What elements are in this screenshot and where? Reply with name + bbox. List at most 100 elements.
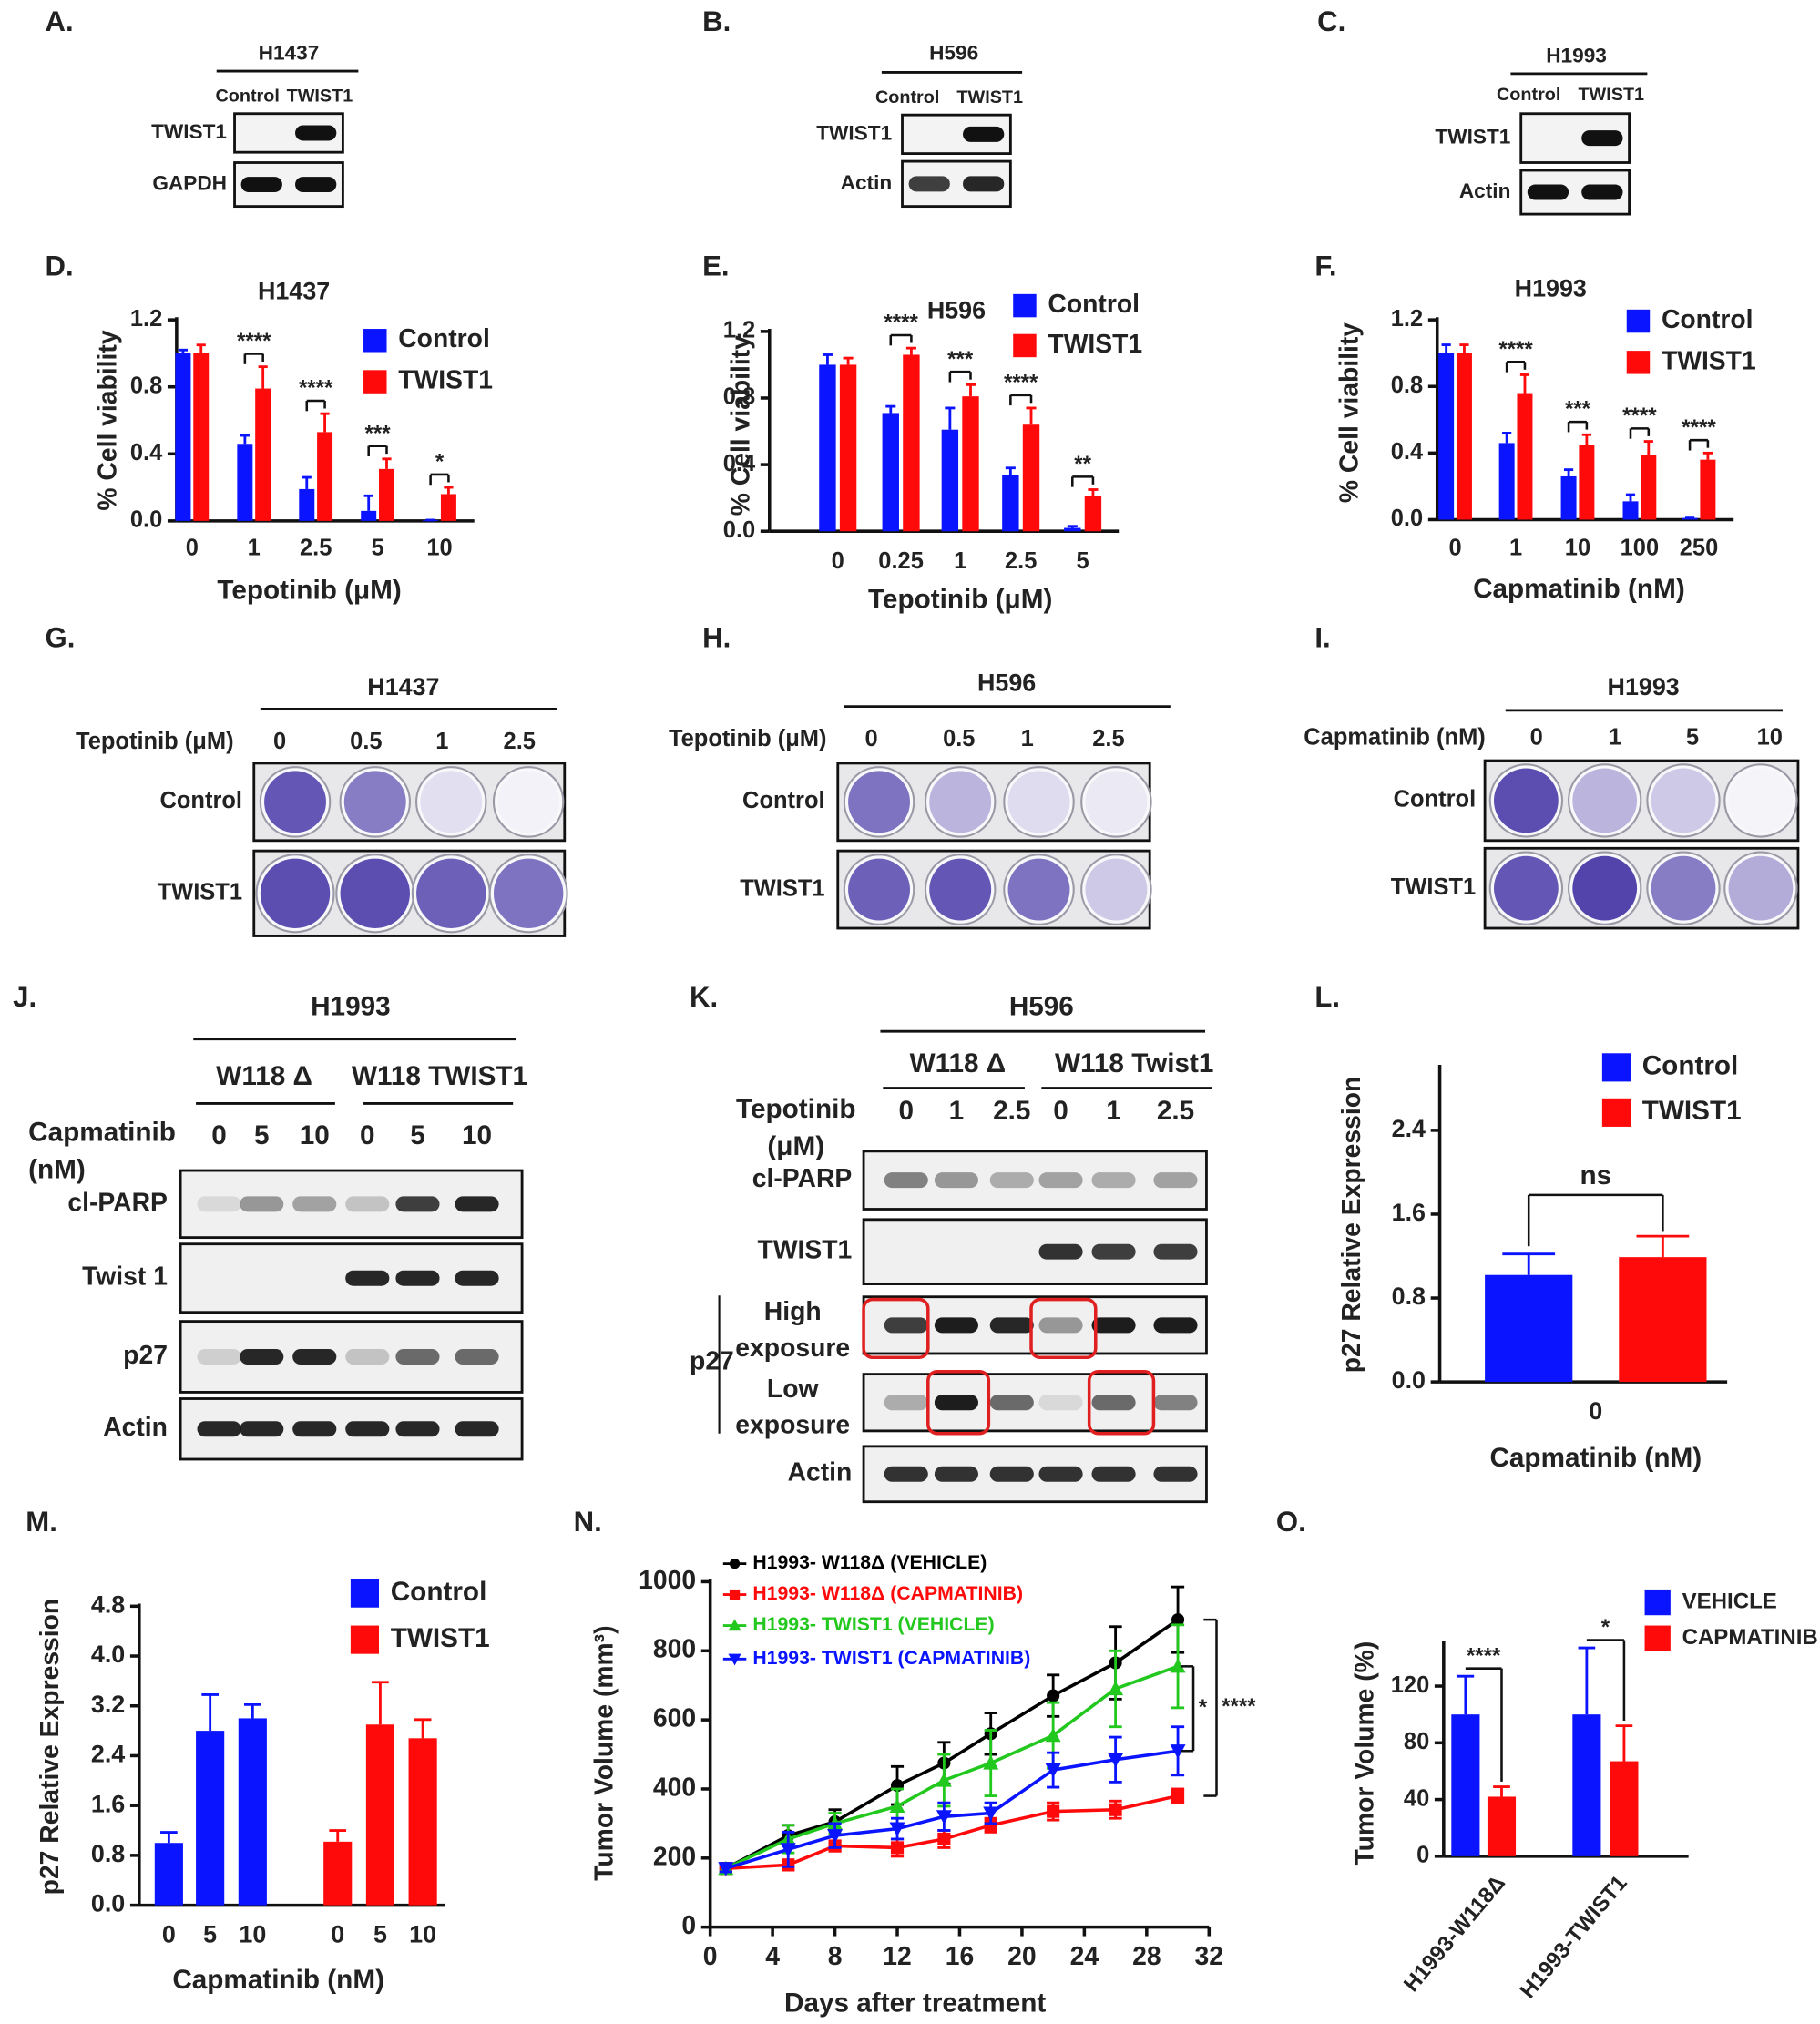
- panel-label: D.: [46, 250, 74, 282]
- y-tick-label: 80: [1404, 1729, 1429, 1754]
- bar: [819, 364, 836, 532]
- band: [989, 1317, 1034, 1334]
- stain: [493, 858, 564, 929]
- point: [936, 1810, 952, 1825]
- x-tick-label: 5: [373, 1921, 387, 1948]
- x-tick-label: 8: [828, 1941, 843, 1970]
- label: 5: [410, 1120, 425, 1150]
- significance-label: ***: [947, 347, 974, 372]
- label: 2.5: [1157, 1096, 1194, 1126]
- band: [1038, 1395, 1083, 1411]
- legend-label: Control: [1662, 304, 1754, 333]
- y-tick-label: 2.4: [91, 1741, 125, 1768]
- y-axis-label: Tumor Volume (mm³): [589, 1625, 619, 1880]
- x-tick-label: 1: [248, 536, 261, 561]
- label: 5: [254, 1120, 270, 1150]
- label: Tepotinib (μM): [76, 729, 234, 754]
- legend-label: TWIST1: [391, 1623, 490, 1653]
- stain: [1651, 768, 1716, 833]
- bar: [1022, 424, 1040, 532]
- bar: [323, 1841, 353, 1906]
- label: 10: [462, 1120, 492, 1150]
- bar: [1487, 1796, 1517, 1856]
- well: [1003, 766, 1075, 838]
- stain: [343, 771, 406, 833]
- chart-title: H1437: [258, 278, 330, 305]
- label: H1437: [259, 42, 320, 65]
- legend-label: Control: [391, 1577, 487, 1607]
- label: 0: [273, 729, 286, 754]
- significance-label: ****: [1622, 404, 1657, 428]
- significance-label: **: [1074, 452, 1091, 476]
- y-tick-label: 0.8: [91, 1840, 125, 1867]
- band: [395, 1421, 440, 1437]
- bar: [1572, 1714, 1601, 1856]
- panel-label: A.: [46, 5, 74, 37]
- y-axis-label: p27 Relative Expression: [35, 1599, 64, 1896]
- label: 0: [1053, 1096, 1068, 1126]
- point: [889, 1822, 905, 1837]
- label: Capmatinib (nM): [28, 1118, 176, 1186]
- point: [983, 1806, 999, 1822]
- well: [1723, 851, 1798, 925]
- label: 0: [1530, 725, 1543, 751]
- y-tick-label: 0.8: [130, 373, 162, 398]
- point: [780, 1843, 796, 1857]
- label: 0.5: [943, 726, 975, 751]
- y-tick-label: 120: [1391, 1672, 1430, 1698]
- x-tick-label: 28: [1132, 1941, 1161, 1970]
- x-tick-label: 10: [426, 536, 452, 561]
- chart-title: H1993: [1515, 275, 1587, 302]
- stain: [1007, 771, 1070, 833]
- y-tick-label: 0.0: [91, 1890, 125, 1917]
- bar: [1002, 475, 1019, 532]
- label: GAPDH: [152, 172, 227, 195]
- label: TWIST1: [1578, 85, 1644, 105]
- legend-swatch: [1013, 293, 1037, 318]
- well: [1646, 763, 1721, 838]
- significance-label: *: [435, 450, 445, 475]
- bar: [255, 388, 271, 521]
- label: 2.5: [993, 1096, 1030, 1126]
- x-tick-label: 12: [883, 1941, 911, 1970]
- label: 1: [1609, 725, 1621, 751]
- legend-label: Control: [1642, 1051, 1739, 1081]
- label: W118 Δ: [216, 1061, 312, 1091]
- band: [292, 1421, 337, 1437]
- label: TWIST1: [1391, 874, 1476, 900]
- well: [1080, 766, 1152, 838]
- panel-label: N.: [574, 1506, 602, 1538]
- y-tick-label: 0.0: [1391, 506, 1423, 531]
- band: [240, 1349, 284, 1365]
- stain: [1572, 768, 1638, 833]
- band: [197, 1349, 241, 1365]
- bar: [440, 494, 456, 521]
- point: [1047, 1689, 1060, 1702]
- bar: [1084, 496, 1102, 532]
- x-tick-label: 0: [162, 1921, 176, 1948]
- y-tick-label: 2.4: [1392, 1115, 1426, 1142]
- band: [395, 1196, 440, 1212]
- x-axis-label: Capmatinib (nM): [1489, 1443, 1702, 1473]
- panel-label: F.: [1314, 250, 1336, 282]
- x-tick-label: 0: [703, 1941, 718, 1970]
- band: [1091, 1466, 1136, 1482]
- bar: [1641, 455, 1657, 520]
- band: [455, 1421, 499, 1437]
- label: Control: [215, 87, 279, 107]
- bar: [361, 510, 377, 521]
- point: [983, 1755, 999, 1770]
- label: TWIST1: [956, 87, 1023, 107]
- panel-label: L.: [1314, 981, 1340, 1013]
- y-tick-label: 0.0: [130, 507, 162, 533]
- stain: [1494, 855, 1559, 921]
- bar: [175, 353, 191, 521]
- x-axis-label: Days after treatment: [784, 1988, 1046, 2018]
- highlight: [1087, 1370, 1156, 1436]
- well: [1723, 763, 1798, 838]
- legend-label: VEHICLE: [1682, 1589, 1777, 1613]
- label: H1993: [1608, 673, 1680, 700]
- label: Actin: [1459, 179, 1511, 202]
- x-tick-label: 0.25: [878, 548, 924, 574]
